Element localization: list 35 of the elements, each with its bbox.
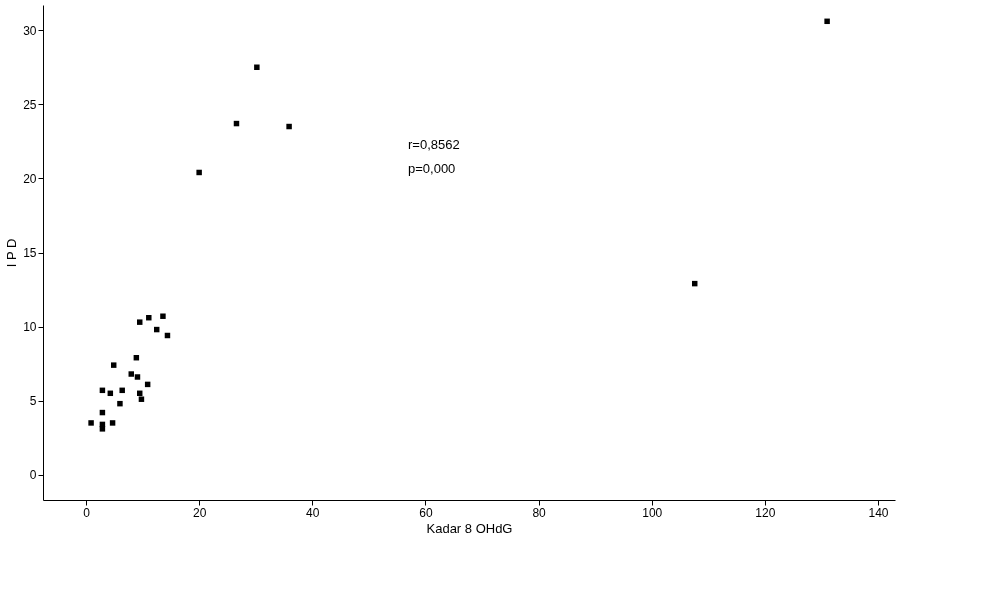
point: [134, 374, 141, 380]
x-tick-label: 0: [83, 505, 91, 520]
x-tick-label: 20: [192, 505, 207, 520]
x-tick-label: 40: [306, 505, 320, 520]
y-tick-label: 20: [23, 171, 37, 186]
point: [146, 314, 152, 321]
point: [824, 18, 830, 25]
point: [99, 426, 106, 432]
point: [137, 319, 143, 325]
point: [254, 64, 260, 70]
annotation: p=0,000: [408, 161, 456, 176]
y-tick-label: 10: [23, 320, 37, 335]
point: [88, 420, 94, 426]
y-tick-label: 30: [23, 23, 37, 38]
x-tick-label: 60: [419, 505, 433, 520]
x-tick-label: 80: [532, 505, 547, 520]
y-tick-label: 25: [23, 97, 37, 112]
point: [286, 123, 292, 130]
annotation: r=0,8562: [408, 137, 460, 152]
point: [117, 400, 123, 407]
point: [138, 396, 145, 402]
point: [128, 371, 134, 377]
x-tick-label: 140: [868, 505, 889, 520]
point: [109, 420, 116, 426]
x-tick-label: 100: [642, 505, 663, 520]
y-tick-label: 15: [23, 246, 37, 260]
x-axis-title: Kadar 8 OHdG: [426, 520, 513, 536]
y-tick-label: 0: [29, 468, 37, 483]
point: [119, 387, 125, 394]
point: [196, 169, 202, 176]
x-tick-label: 120: [755, 505, 776, 520]
point: [160, 313, 166, 319]
y-tick-label: 5: [29, 394, 37, 409]
y-axis-title: I P D: [4, 238, 20, 268]
point: [110, 362, 117, 368]
